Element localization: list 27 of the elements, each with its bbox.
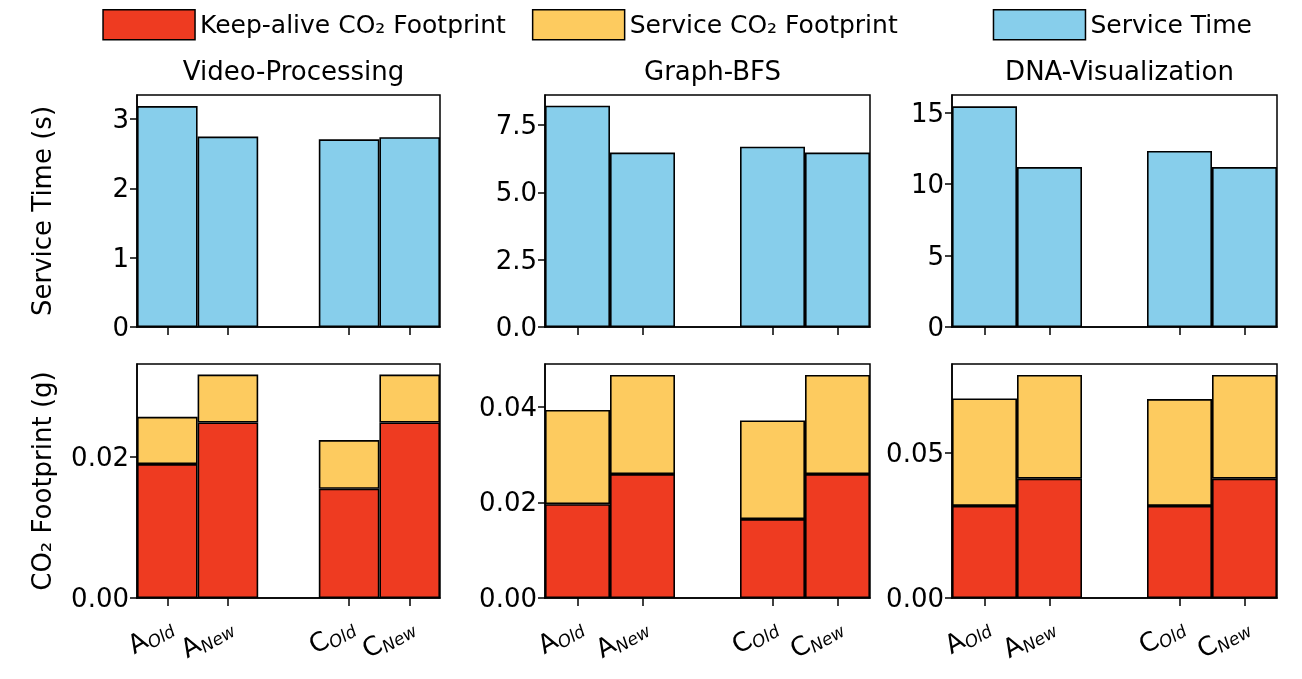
y-tick-label: 5 — [927, 240, 944, 271]
y-tick-label: 15 — [910, 97, 944, 128]
y-tick-label: 0.00 — [479, 583, 537, 613]
y-tick-label: 0.04 — [479, 391, 537, 422]
y-tick-label: 0.00 — [886, 583, 944, 613]
y-axis-title: CO₂ Footprint (g) — [27, 371, 57, 591]
legend-label: Service CO₂ Footprint — [629, 10, 898, 40]
y-tick-label: 2.5 — [495, 244, 537, 275]
y-tick-label: 1 — [112, 242, 129, 273]
chart-title: Video-Processing — [182, 56, 405, 86]
chart-title: Graph-BFS — [643, 56, 782, 86]
y-tick-label: 10 — [910, 169, 944, 200]
y-tick-label: 0.02 — [71, 442, 129, 473]
chart-title: DNA-Visualization — [1005, 56, 1234, 86]
y-tick-label: 0.02 — [479, 487, 537, 518]
y-tick-label: 3 — [112, 104, 129, 135]
y-tick-label: 2 — [112, 173, 129, 204]
y-tick-label: 0 — [927, 312, 944, 342]
y-tick-label: 0 — [112, 312, 129, 342]
y-axis-title: Service Time (s) — [27, 105, 57, 317]
legend-label: Keep-alive CO₂ Footprint — [200, 10, 507, 40]
y-tick-label: 0.00 — [71, 583, 129, 613]
y-tick-label: 7.5 — [495, 110, 537, 141]
y-tick-label: 0.0 — [495, 312, 537, 342]
legend-label: Service Time — [1090, 10, 1253, 40]
y-tick-label: 5.0 — [495, 177, 537, 208]
y-tick-label: 0.05 — [886, 438, 944, 469]
